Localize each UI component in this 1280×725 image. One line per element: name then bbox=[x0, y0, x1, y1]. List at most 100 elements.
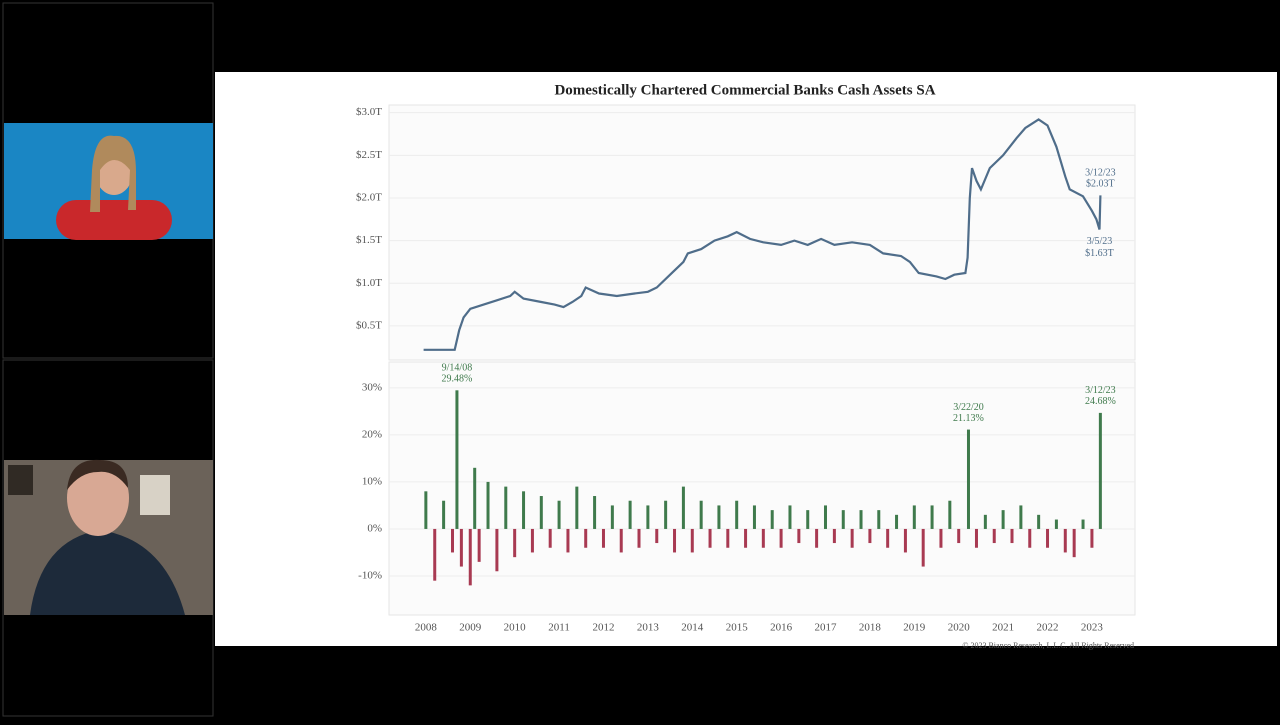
bar bbox=[912, 505, 916, 529]
annotation: $1.63T bbox=[1085, 248, 1114, 259]
annotation: 21.13% bbox=[953, 413, 984, 424]
y-tick-label: -10% bbox=[358, 569, 382, 581]
x-tick-label: 2016 bbox=[770, 622, 793, 634]
bar bbox=[877, 510, 881, 529]
plot-area bbox=[388, 104, 1136, 361]
bar bbox=[983, 514, 987, 529]
bar bbox=[948, 500, 952, 529]
bar bbox=[939, 528, 943, 548]
bar bbox=[584, 528, 588, 548]
bar bbox=[646, 505, 650, 529]
annotation: 3/5/23 bbox=[1087, 236, 1113, 247]
bar bbox=[744, 528, 748, 548]
bar bbox=[735, 500, 739, 529]
bar bbox=[708, 528, 712, 548]
footer: © 2023 Bianco Research, L.L.C. All Right… bbox=[962, 641, 1134, 650]
bar bbox=[841, 510, 845, 529]
bar bbox=[1028, 528, 1032, 548]
bar bbox=[455, 390, 459, 529]
person bbox=[67, 460, 129, 536]
bar bbox=[1072, 528, 1076, 558]
y-tick-label: 30% bbox=[362, 381, 382, 393]
y-tick-label: $1.0T bbox=[356, 277, 382, 289]
y-tick-label: $1.5T bbox=[356, 234, 382, 246]
bar bbox=[690, 528, 694, 553]
annotation: $2.03T bbox=[1086, 179, 1115, 190]
bar bbox=[1019, 505, 1023, 529]
bar bbox=[433, 528, 437, 581]
bar bbox=[593, 496, 597, 529]
annotation: 3/22/20 bbox=[953, 402, 984, 413]
x-tick-label: 2014 bbox=[681, 622, 704, 634]
bar bbox=[886, 528, 890, 548]
bar bbox=[788, 505, 792, 529]
x-tick-label: 2023 bbox=[1081, 622, 1104, 634]
bar bbox=[1098, 412, 1102, 529]
bar bbox=[1046, 528, 1050, 548]
bar bbox=[832, 528, 836, 544]
bar bbox=[1081, 519, 1085, 529]
bar bbox=[664, 500, 668, 529]
bar bbox=[761, 528, 765, 548]
x-tick-label: 2020 bbox=[948, 622, 971, 634]
x-tick-label: 2010 bbox=[504, 622, 527, 634]
x-tick-label: 2018 bbox=[859, 622, 882, 634]
y-tick-label: $2.5T bbox=[356, 149, 382, 161]
x-tick-label: 2011 bbox=[548, 622, 570, 634]
person bbox=[30, 530, 185, 615]
bar bbox=[566, 528, 570, 553]
y-tick-label: $3.0T bbox=[356, 106, 382, 118]
bar bbox=[548, 528, 552, 548]
bar bbox=[495, 528, 499, 572]
bar bbox=[895, 514, 899, 529]
x-tick-label: 2009 bbox=[459, 622, 482, 634]
y-tick-label: $0.5T bbox=[356, 319, 382, 331]
bar bbox=[442, 500, 446, 529]
x-tick-label: 2008 bbox=[415, 622, 438, 634]
bar bbox=[815, 528, 819, 548]
bar bbox=[486, 481, 490, 529]
bar bbox=[974, 528, 978, 548]
line-series bbox=[423, 118, 1102, 351]
bar bbox=[637, 528, 641, 548]
bar bbox=[797, 528, 801, 544]
bar bbox=[601, 528, 605, 548]
bar bbox=[473, 467, 477, 529]
bar bbox=[930, 505, 934, 529]
plot-area bbox=[388, 361, 1136, 616]
bar bbox=[770, 510, 774, 529]
annotation: 9/14/08 bbox=[442, 363, 473, 374]
bar bbox=[504, 486, 508, 529]
bar bbox=[424, 491, 428, 529]
bar bbox=[806, 510, 810, 529]
y-tick-label: $2.0T bbox=[356, 191, 382, 203]
x-tick-label: 2021 bbox=[992, 622, 1014, 634]
x-tick-label: 2019 bbox=[903, 622, 926, 634]
frame bbox=[8, 465, 33, 495]
bar bbox=[868, 528, 872, 544]
bar bbox=[859, 510, 863, 529]
hair bbox=[90, 135, 136, 212]
y-tick-label: 0% bbox=[367, 522, 382, 534]
bar bbox=[752, 505, 756, 529]
bar bbox=[619, 528, 623, 553]
bar bbox=[823, 505, 827, 529]
bar bbox=[468, 528, 472, 586]
bar bbox=[673, 528, 677, 553]
bar bbox=[539, 496, 543, 529]
annotation: 3/12/23 bbox=[1085, 385, 1116, 396]
bar bbox=[966, 429, 970, 529]
bar bbox=[1054, 519, 1058, 529]
bar bbox=[779, 528, 783, 548]
bar bbox=[450, 528, 454, 553]
bar bbox=[681, 486, 685, 529]
bar bbox=[557, 500, 561, 529]
bar bbox=[903, 528, 907, 553]
bar bbox=[1090, 528, 1094, 548]
bar bbox=[610, 505, 614, 529]
bar bbox=[522, 491, 526, 529]
bar bbox=[1001, 510, 1005, 529]
y-tick-label: 20% bbox=[362, 428, 382, 440]
chart-title: Domestically Chartered Commercial Banks … bbox=[554, 82, 935, 98]
